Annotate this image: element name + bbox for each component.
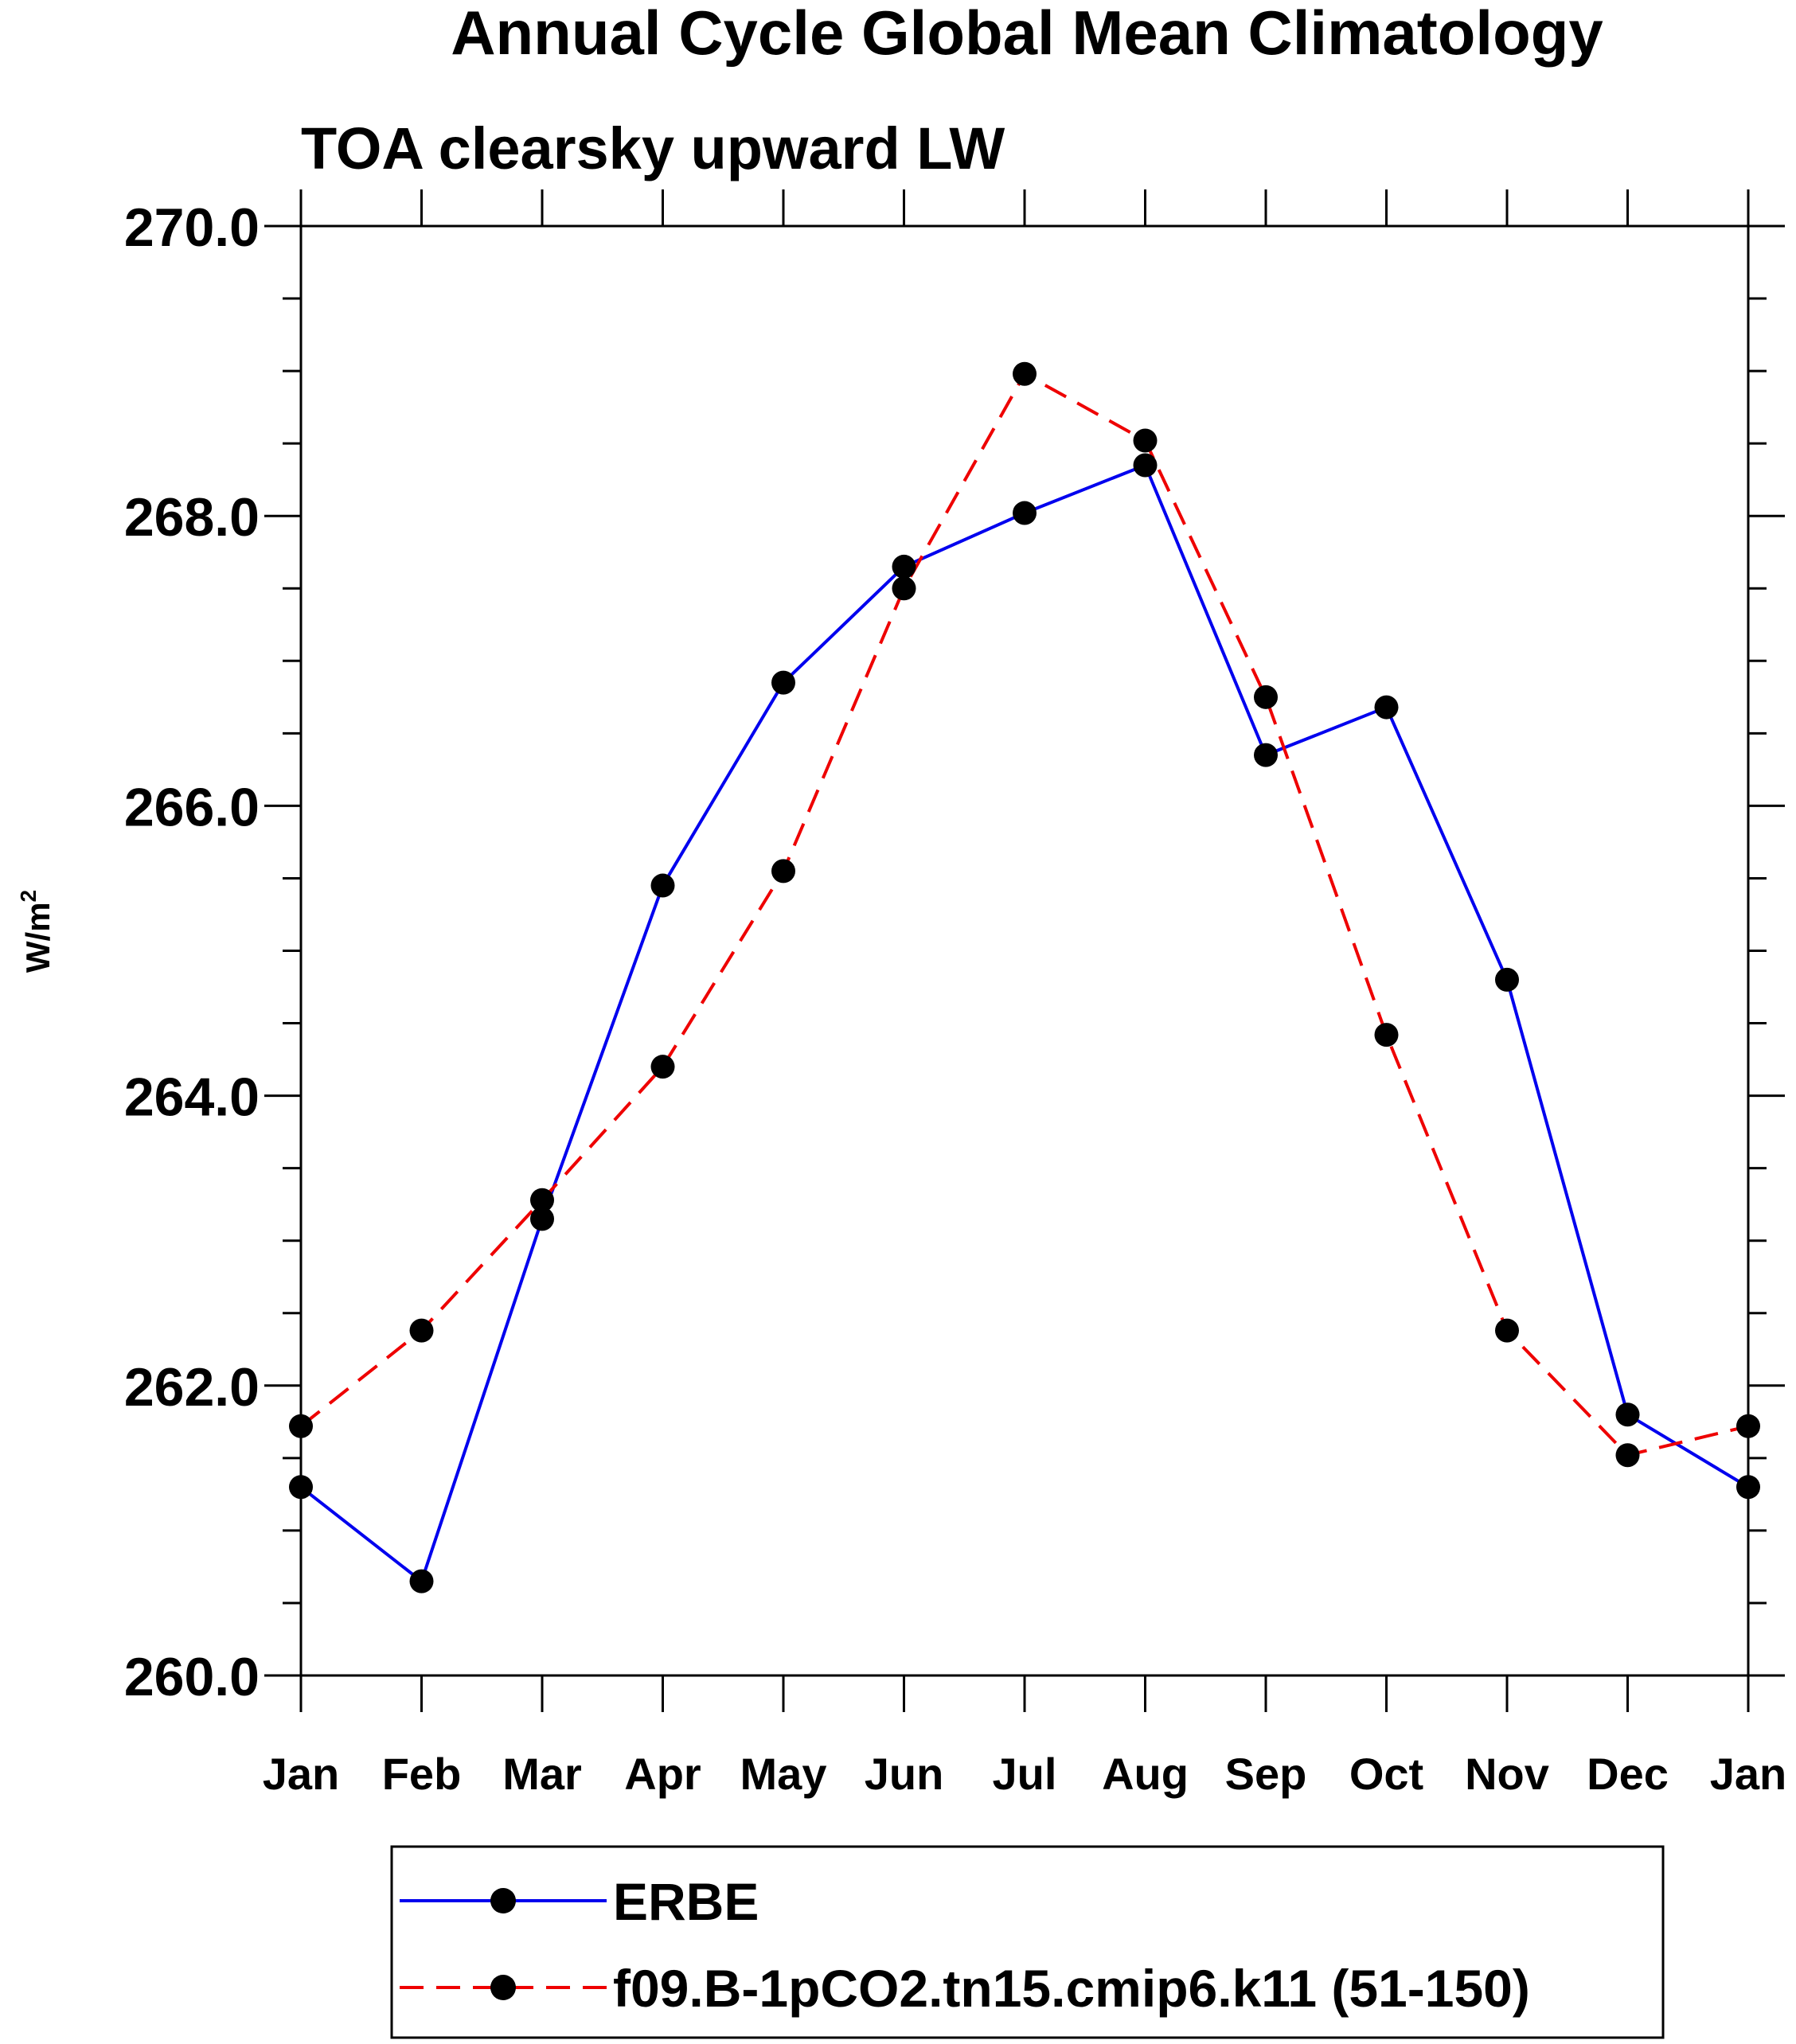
model-point-apr-3 xyxy=(650,1055,675,1079)
erbe-point-jul-6 xyxy=(1013,501,1037,525)
chart-subtitle: TOA clearsky upward LW xyxy=(301,115,1005,181)
model-point-jan-12 xyxy=(1736,1414,1760,1438)
model-point-jun-5 xyxy=(892,576,916,601)
x-tick-labels: Jan Feb Mar Apr May Jun Jul Aug Sep Oct Nov Dec Jan xyxy=(263,1749,1787,1799)
erbe-point-oct-9 xyxy=(1374,695,1399,720)
y-tick-label: 264.0 xyxy=(124,1067,260,1128)
x-tick-label: Jun xyxy=(865,1749,944,1799)
model-point-may-4 xyxy=(771,859,795,884)
y-tick-label: 270.0 xyxy=(124,197,260,258)
svg-text:W/m2: W/m2 xyxy=(16,890,57,973)
x-tick-label: Dec xyxy=(1587,1749,1669,1799)
erbe-point-jun-5 xyxy=(892,554,916,579)
series-layer xyxy=(289,361,1760,1593)
erbe-point-mar-2 xyxy=(530,1207,554,1231)
model-point-sep-8 xyxy=(1254,685,1278,709)
legend-model-marker xyxy=(490,1975,516,2000)
erbe-point-may-4 xyxy=(771,670,795,695)
y-tick-label: 268.0 xyxy=(124,487,260,548)
x-tick-label: Nov xyxy=(1465,1749,1549,1799)
plot-border xyxy=(299,224,1750,1677)
model-point-feb-1 xyxy=(409,1318,434,1343)
model-point-jan-0 xyxy=(289,1414,313,1438)
y-tick-label: 260.0 xyxy=(124,1647,260,1707)
y-tick-label: 266.0 xyxy=(124,777,260,837)
model-point-aug-7 xyxy=(1133,428,1158,453)
x-tick-label: Mar xyxy=(502,1749,582,1799)
erbe-point-aug-7 xyxy=(1133,453,1158,478)
chart-title: Annual Cycle Global Mean Climatology xyxy=(451,0,1603,68)
model-point-dec-11 xyxy=(1615,1443,1640,1468)
erbe-point-feb-1 xyxy=(409,1569,434,1593)
erbe-point-jan-0 xyxy=(289,1475,313,1500)
x-tick-label: May xyxy=(740,1749,827,1799)
x-tick-label: Jul xyxy=(993,1749,1057,1799)
x-tick-label: Oct xyxy=(1349,1749,1423,1799)
y-axis-label: W/m2 xyxy=(16,890,57,973)
x-tick-label: Jan xyxy=(263,1749,340,1799)
minor-ticks xyxy=(283,297,1767,1605)
model-point-nov-10 xyxy=(1495,1318,1519,1343)
major-ticks xyxy=(264,189,1785,1712)
erbe-point-sep-8 xyxy=(1254,743,1278,767)
x-tick-label: Jan xyxy=(1710,1749,1787,1799)
y-axis-label-text: W/m xyxy=(19,902,57,973)
erbe-series-line xyxy=(299,463,1750,1583)
x-tick-label: Sep xyxy=(1225,1749,1307,1799)
x-tick-label: Aug xyxy=(1102,1749,1189,1799)
y-axis-label-superscript: 2 xyxy=(16,890,41,903)
erbe-point-jan-12 xyxy=(1736,1475,1760,1500)
x-tick-label: Apr xyxy=(624,1749,701,1799)
model-point-oct-9 xyxy=(1374,1023,1399,1047)
legend-erbe-label: ERBE xyxy=(613,1872,759,1931)
legend: ERBE f09.B-1pCO2.tn15.cmip6.k11 (51-150) xyxy=(390,1845,1665,2039)
y-tick-labels: 260.0 262.0 264.0 266.0 268.0 270.0 xyxy=(124,197,260,1707)
legend-erbe-marker xyxy=(490,1888,516,1913)
erbe-point-dec-11 xyxy=(1615,1402,1640,1427)
legend-box xyxy=(390,1845,1665,2039)
model-point-mar-2 xyxy=(530,1188,554,1212)
plot-area xyxy=(299,224,1750,1677)
model-point-jul-6 xyxy=(1013,361,1037,386)
erbe-point-nov-10 xyxy=(1495,967,1519,992)
y-tick-label: 262.0 xyxy=(124,1357,260,1418)
x-tick-label: Feb xyxy=(382,1749,462,1799)
erbe-point-apr-3 xyxy=(650,873,675,898)
legend-model-label: f09.B-1pCO2.tn15.cmip6.k11 (51-150) xyxy=(613,1959,1530,2018)
